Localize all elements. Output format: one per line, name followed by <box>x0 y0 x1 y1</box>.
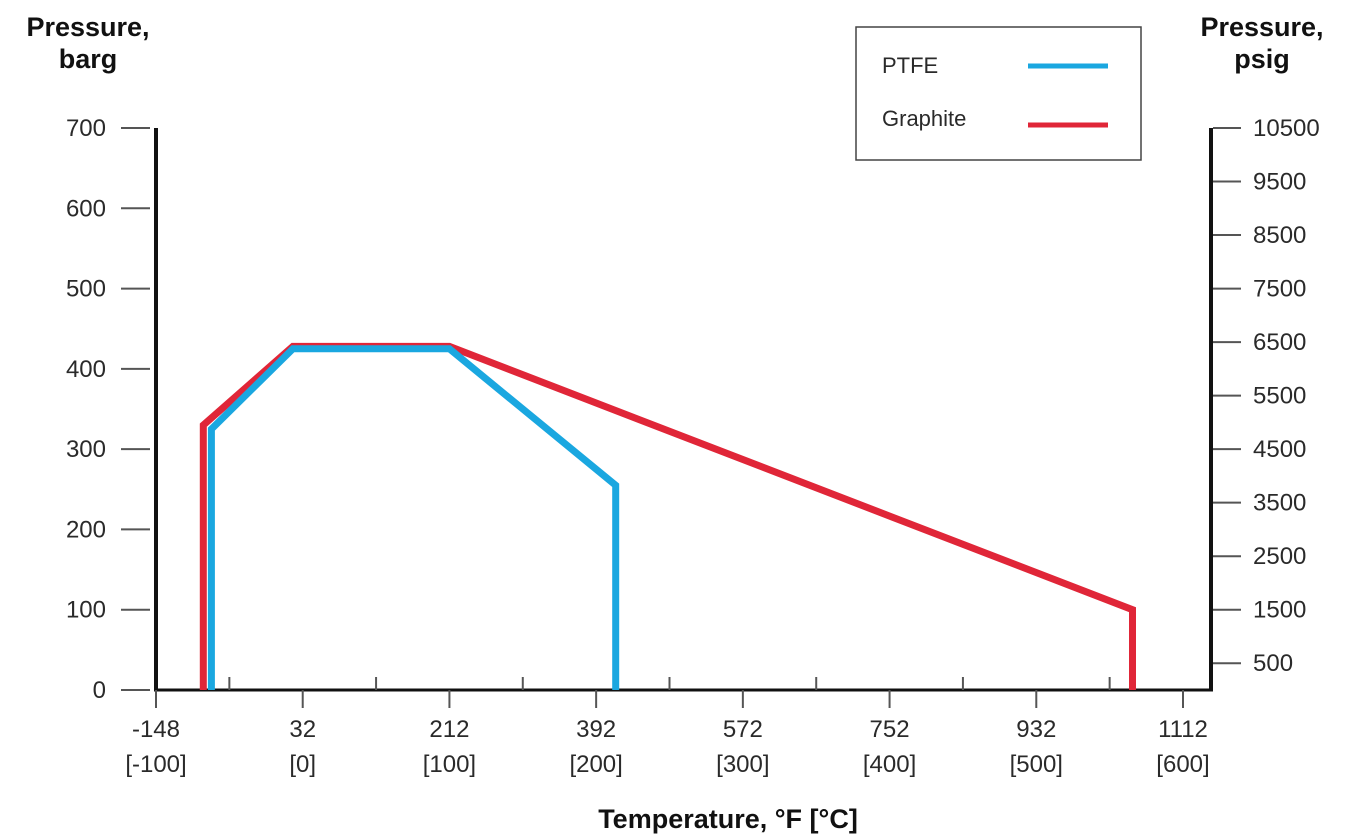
x-tick-label-f: 1112 <box>1158 716 1208 743</box>
x-tick-label-f: 212 <box>429 716 469 743</box>
x-tick-label-c: [500] <box>1010 751 1063 778</box>
right-tick-label: 2500 <box>1253 543 1306 570</box>
right-tick-label: 6500 <box>1253 329 1306 356</box>
x-tick-label-c: [600] <box>1156 751 1209 778</box>
left-tick-label: 500 <box>66 276 106 303</box>
left-tick-label: 700 <box>66 115 106 142</box>
x-axis-title: Temperature, °F [°C] <box>598 804 858 834</box>
right-tick-label: 3500 <box>1253 490 1306 517</box>
right-tick-label: 5500 <box>1253 383 1306 410</box>
right-tick-label: 9500 <box>1253 169 1306 196</box>
right-tick-label: 1500 <box>1253 597 1306 624</box>
right-axis-title-line1: Pressure, <box>1200 12 1323 42</box>
left-tick-label: 400 <box>66 356 106 383</box>
left-tick-label: 300 <box>66 436 106 463</box>
x-tick-label-f: 752 <box>870 716 910 743</box>
x-tick-label-c: [300] <box>716 751 769 778</box>
x-tick-label-c: [0] <box>289 751 316 778</box>
series-line-graphite <box>199 342 1136 690</box>
right-tick-label: 7500 <box>1253 276 1306 303</box>
series-layer <box>199 342 1136 690</box>
x-tick-label-c: [200] <box>569 751 622 778</box>
left-tick-label: 100 <box>66 597 106 624</box>
x-tick-label-f: 392 <box>576 716 616 743</box>
left-axis-title-line2: barg <box>59 44 118 74</box>
x-tick-label-f: 932 <box>1016 716 1056 743</box>
right-tick-label: 8500 <box>1253 222 1306 249</box>
x-tick-label-f: 32 <box>289 716 316 743</box>
legend-label-ptfe: PTFE <box>882 53 938 78</box>
left-tick-label: 0 <box>93 677 106 704</box>
x-tick-label-c: [400] <box>863 751 916 778</box>
right-tick-label: 10500 <box>1253 115 1320 142</box>
left-tick-label: 200 <box>66 516 106 543</box>
legend-box <box>855 26 1142 161</box>
right-tick-label: 4500 <box>1253 436 1306 463</box>
x-tick-label-c: [100] <box>423 751 476 778</box>
x-tick-label-f: 572 <box>723 716 763 743</box>
series-line-ptfe <box>207 345 620 690</box>
right-tick-label: 500 <box>1253 650 1293 677</box>
x-tick-label-f: -148 <box>132 716 180 743</box>
tick-layer: 0 100 200 300 400 500 600 700 500 1500 2500 3500 450… <box>66 115 1320 778</box>
legend-label-graphite: Graphite <box>882 106 966 131</box>
left-axis-title-line1: Pressure, <box>26 12 149 42</box>
x-tick-label-c: [-100] <box>125 751 186 778</box>
right-axis-title-line2: psig <box>1234 44 1290 74</box>
left-tick-label: 600 <box>66 195 106 222</box>
